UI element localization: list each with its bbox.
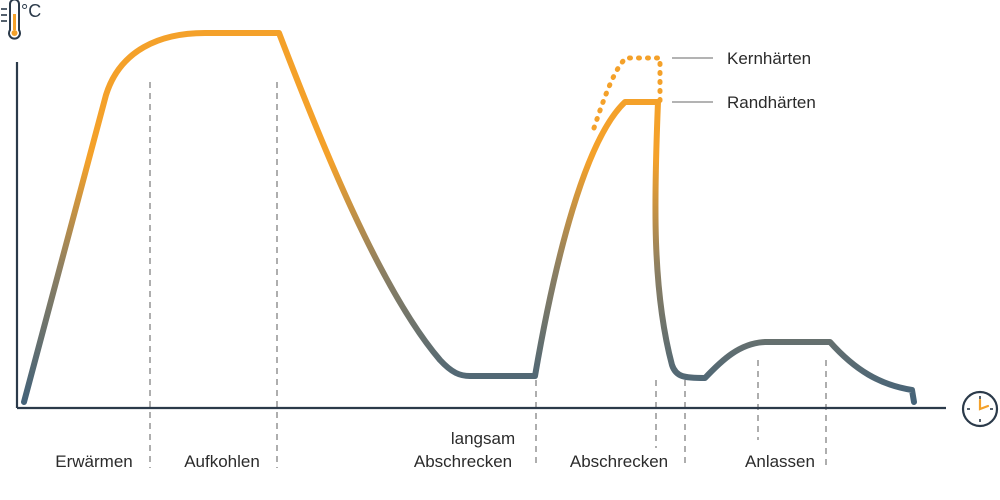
- phase-label-abschrecken-slow: Abschrecken: [414, 452, 512, 471]
- phase-guides: [149, 82, 827, 468]
- temperature-curve-main: [21, 30, 917, 405]
- phase-label-anlassen: Anlassen: [745, 452, 815, 471]
- thermometer-icon: [1, 0, 21, 40]
- kernhaerten-dotted-curve: [591, 55, 663, 131]
- phase-label-langsam: langsam: [451, 429, 515, 448]
- kernhaerten-label: Kernhärten: [727, 49, 811, 68]
- phase-label-erwaermen: Erwärmen: [55, 452, 132, 471]
- y-axis-unit: °C: [21, 1, 41, 21]
- axes: [15, 62, 946, 410]
- randhaerten-label: Randhärten: [727, 93, 816, 112]
- phase-label-abschrecken: Abschrecken: [570, 452, 668, 471]
- phase-label-aufkohlen: Aufkohlen: [184, 452, 260, 471]
- clock-icon: [961, 390, 999, 428]
